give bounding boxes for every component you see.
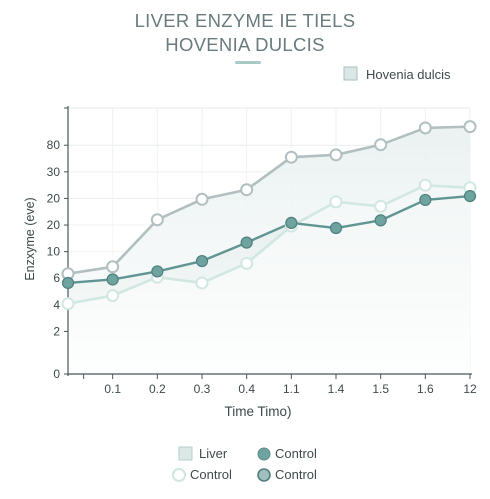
legend-label-control-3: Control (275, 467, 317, 482)
x-tick-label-7: 1.5 (372, 382, 389, 396)
series-0-point-5 (284, 150, 298, 164)
x-tick-label-1: 0.1 (104, 382, 121, 396)
legend-marker-liver (178, 446, 193, 461)
axes (64, 106, 472, 379)
series-0-point-8 (418, 121, 432, 135)
y-tick-label-1: 2 (53, 324, 60, 338)
legend-label-hovenia: Hovenia dulcis (366, 67, 451, 82)
top-legend: Hovenia dulcis (343, 66, 451, 82)
y-axis-label: Enzxyme (eve) (23, 197, 37, 280)
legend-label-control-1: Control (275, 446, 317, 461)
series-1-point-0 (61, 297, 75, 311)
series-2-point-3 (195, 254, 209, 268)
x-tick-label-4: 0.4 (238, 382, 255, 396)
x-tick-label-9: 12 (463, 382, 477, 396)
series-2-point-0 (61, 276, 75, 290)
y-tick-label-8: 80 (47, 138, 61, 152)
x-axis-label: Time Timo) (225, 404, 292, 419)
y-tick-label-0: 0 (53, 367, 60, 381)
series-line-2 (67, 194, 471, 285)
series-2-point-6 (329, 221, 343, 235)
x-tick-label-6: 1.4 (328, 382, 345, 396)
y-tick-label-5: 20 (47, 218, 61, 232)
x-tick-label-2: 0.2 (149, 382, 166, 396)
series-2-point-9 (463, 189, 477, 203)
series-lines (67, 125, 471, 305)
legend-marker-control-ring (257, 468, 271, 482)
series-2-point-8 (419, 193, 432, 207)
x-tick-label-3: 0.3 (194, 382, 211, 396)
bottom-legend: Liver Control Control Control (172, 446, 317, 482)
chart-title: LIVER ENZYME IE TIELS (134, 10, 356, 31)
series-2-point-7 (374, 214, 387, 227)
series-2-point-4 (240, 236, 253, 249)
series-0-point-4 (240, 183, 254, 197)
series-0-point-9 (463, 120, 477, 134)
y-tick-label-7: 30 (47, 165, 61, 179)
x-tick-labels: 0.1 0.2 0.3 0.4 1.1 1.4 1.5 1.6 12 (104, 382, 477, 396)
y-tick-label-3: 6 (53, 271, 60, 285)
y-tick-label-2: 4 (53, 298, 60, 312)
y-tick-labels: 0 2 4 6 10 20 20 30 80 (47, 138, 61, 381)
series-1-point-6 (329, 195, 343, 209)
x-tick-label-5: 1.1 (283, 382, 300, 396)
legend-swatch-hovenia (343, 66, 358, 81)
chart-subtitle: HOVENIA DULCIS (165, 34, 325, 55)
series-2-point-5 (285, 216, 298, 230)
series-1-point-4 (240, 256, 254, 270)
series-0-point-7 (374, 138, 388, 152)
y-tick-label-4: 10 (47, 245, 61, 259)
series-2-point-2 (151, 265, 164, 278)
series-0-point-6 (329, 148, 343, 162)
series-line-0 (67, 125, 471, 276)
title-underline (235, 61, 261, 64)
series-1-point-8 (418, 178, 432, 192)
series-0-point-2 (150, 213, 164, 227)
legend-marker-control-open (172, 468, 186, 482)
y-tick-label-6: 20 (47, 191, 61, 205)
series-line-1 (67, 183, 471, 305)
series-1-point-1 (106, 289, 120, 303)
series-0-point-1 (106, 260, 120, 274)
legend-marker-control-filled (257, 447, 271, 461)
legend-label-liver: Liver (199, 446, 228, 461)
x-tick-label-8: 1.6 (417, 382, 434, 396)
series-1-point-7 (374, 199, 388, 213)
series-0-point-3 (195, 192, 209, 206)
series-1-point-3 (195, 276, 209, 290)
series-points (61, 120, 477, 311)
area-fade (68, 108, 470, 374)
series-2-point-1 (106, 273, 119, 286)
legend-label-control-2: Control (190, 467, 232, 482)
